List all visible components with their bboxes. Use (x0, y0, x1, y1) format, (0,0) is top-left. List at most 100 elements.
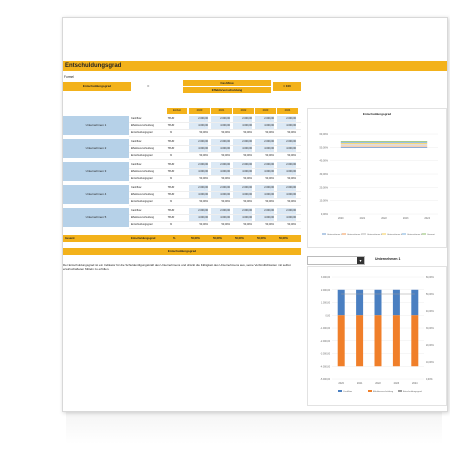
cell-value[interactable]: 2.000,00 (211, 139, 230, 145)
y2-tick-label: 30,00% (426, 328, 434, 330)
chevron-down-icon[interactable]: ▾ (357, 257, 364, 264)
x-tick-label: 2024 (424, 217, 430, 220)
cell-value[interactable]: 50,00% (243, 200, 252, 203)
cell-value[interactable]: 4.000,00 (255, 215, 274, 221)
cell-value[interactable]: 50,00% (265, 177, 274, 180)
cell-value[interactable]: 50,00% (265, 131, 274, 134)
cell-value[interactable]: 4.000,00 (211, 192, 230, 198)
company-dropdown[interactable]: Unternehmen 1 ▾ (307, 256, 365, 265)
cell-value[interactable]: 2.000,00 (211, 116, 230, 122)
cell-value[interactable]: 4.000,00 (233, 215, 252, 221)
row-unit: T€UR (167, 124, 175, 127)
y-tick-label: 10,00% (320, 200, 329, 203)
row-label: Cashflow (131, 209, 142, 212)
cell-value[interactable]: 50,00% (221, 200, 230, 203)
cell-value[interactable]: 4.000,00 (277, 146, 296, 152)
cell-value[interactable]: 2.000,00 (211, 162, 230, 168)
cell-value[interactable]: 50,00% (265, 223, 274, 226)
cell-value[interactable]: 4.000,00 (255, 123, 274, 129)
cell-value[interactable]: 2.000,00 (233, 116, 252, 122)
cell-value[interactable]: 4.000,00 (233, 123, 252, 129)
x-tick-label: 2021 (357, 382, 363, 385)
cell-value[interactable]: 2.000,00 (189, 185, 208, 191)
year-header: 2023 (255, 108, 276, 114)
cell-value[interactable]: 2.000,00 (277, 116, 296, 122)
cell-value[interactable]: 2.000,00 (277, 162, 296, 168)
cell-value[interactable]: 50,00% (221, 131, 230, 134)
cell-value[interactable]: 2.000,00 (189, 162, 208, 168)
cell-value[interactable]: 4.000,00 (277, 169, 296, 175)
cell-value[interactable]: 4.000,00 (277, 123, 296, 129)
cell-value[interactable]: 50,00% (287, 131, 296, 134)
cell-value[interactable]: 4.000,00 (211, 169, 230, 175)
cell-value[interactable]: 2.000,00 (277, 139, 296, 145)
row-label: Entschuldungsgrad (131, 223, 153, 226)
row-unit: T€UR (167, 147, 175, 150)
cell-value[interactable]: 2.000,00 (255, 139, 274, 145)
cell-value[interactable]: 2.000,00 (255, 185, 274, 191)
table-row: Entschuldungsgrad% 50,00% 50,00% 50,00% 50,0… (129, 176, 301, 183)
cell-value[interactable]: 2.000,00 (233, 162, 252, 168)
cell-value[interactable]: 2.000,00 (189, 208, 208, 214)
cell-value[interactable]: 2.000,00 (255, 116, 274, 122)
cell-value[interactable]: 50,00% (287, 223, 296, 226)
cell-value[interactable]: 4.000,00 (233, 192, 252, 198)
cell-value[interactable]: 4.000,00 (189, 123, 208, 129)
cell-value[interactable]: 4.000,00 (255, 192, 274, 198)
y-tick-label: 3.000,00 (321, 277, 331, 279)
cell-value[interactable]: 4.000,00 (255, 146, 274, 152)
table-row: Cashflow T€UR 2.000,00 2.000,00 2.000,00 2.00… (129, 116, 301, 123)
cell-value[interactable]: 50,00% (243, 131, 252, 134)
cell-value[interactable]: 4.000,00 (189, 146, 208, 152)
cell-value[interactable]: 4.000,00 (211, 146, 230, 152)
table-row: Effektivverschuldung T€UR 4.000,00 4.000,00… (129, 146, 301, 153)
table-row: Effektivverschuldung T€UR 4.000,00 4.000,00… (129, 192, 301, 199)
formula-left: Entschuldungsgrad (63, 82, 131, 91)
cell-value[interactable]: 2.000,00 (277, 208, 296, 214)
cell-value[interactable]: 4.000,00 (211, 123, 230, 129)
cell-value[interactable]: 4.000,00 (233, 169, 252, 175)
cell-value[interactable]: 50,00% (287, 177, 296, 180)
cell-value[interactable]: 4.000,00 (277, 215, 296, 221)
y-tick-label: -5.000,00 (320, 379, 330, 381)
cell-value[interactable]: 50,00% (243, 177, 252, 180)
row-label: Cashflow (131, 117, 142, 120)
cell-value[interactable]: 50,00% (265, 154, 274, 157)
cell-value[interactable]: 2.000,00 (277, 185, 296, 191)
cell-value[interactable]: 4.000,00 (189, 192, 208, 198)
cell-value[interactable]: 50,00% (199, 200, 208, 203)
row-unit: T€UR (167, 186, 175, 189)
cell-value[interactable]: 50,00% (199, 177, 208, 180)
cell-value[interactable]: 2.000,00 (189, 116, 208, 122)
cell-value[interactable]: 2.000,00 (255, 208, 274, 214)
cell-value[interactable]: 4.000,00 (189, 215, 208, 221)
cell-value[interactable]: 50,00% (199, 131, 208, 134)
cell-value[interactable]: 50,00% (221, 154, 230, 157)
legend-label: Cashflow (343, 391, 352, 393)
cell-value[interactable]: 2.000,00 (255, 162, 274, 168)
table-row: Cashflow T€UR 2.000,00 2.000,00 2.000,00 2.00… (129, 162, 301, 169)
cell-value[interactable]: 50,00% (199, 223, 208, 226)
cell-value[interactable]: 2.000,00 (211, 208, 230, 214)
cell-value[interactable]: 4.000,00 (211, 215, 230, 221)
row-label: Cashflow (131, 140, 142, 143)
cell-value[interactable]: 2.000,00 (211, 185, 230, 191)
total-value: 50,00% (191, 237, 200, 240)
cell-value[interactable]: 4.000,00 (189, 169, 208, 175)
cell-value[interactable]: 50,00% (287, 200, 296, 203)
cell-value[interactable]: 4.000,00 (255, 169, 274, 175)
cell-value[interactable]: 50,00% (243, 223, 252, 226)
cell-value[interactable]: 4.000,00 (277, 192, 296, 198)
cell-value[interactable]: 2.000,00 (233, 139, 252, 145)
cell-value[interactable]: 50,00% (287, 154, 296, 157)
cell-value[interactable]: 50,00% (243, 154, 252, 157)
cell-value[interactable]: 2.000,00 (233, 208, 252, 214)
cell-value[interactable]: 2.000,00 (189, 139, 208, 145)
cell-value[interactable]: 50,00% (265, 200, 274, 203)
cell-value[interactable]: 4.000,00 (233, 146, 252, 152)
cell-value[interactable]: 50,00% (221, 177, 230, 180)
cell-value[interactable]: 50,00% (221, 223, 230, 226)
row-label: Entschuldungsgrad (131, 177, 153, 180)
cell-value[interactable]: 2.000,00 (233, 185, 252, 191)
cell-value[interactable]: 50,00% (199, 154, 208, 157)
